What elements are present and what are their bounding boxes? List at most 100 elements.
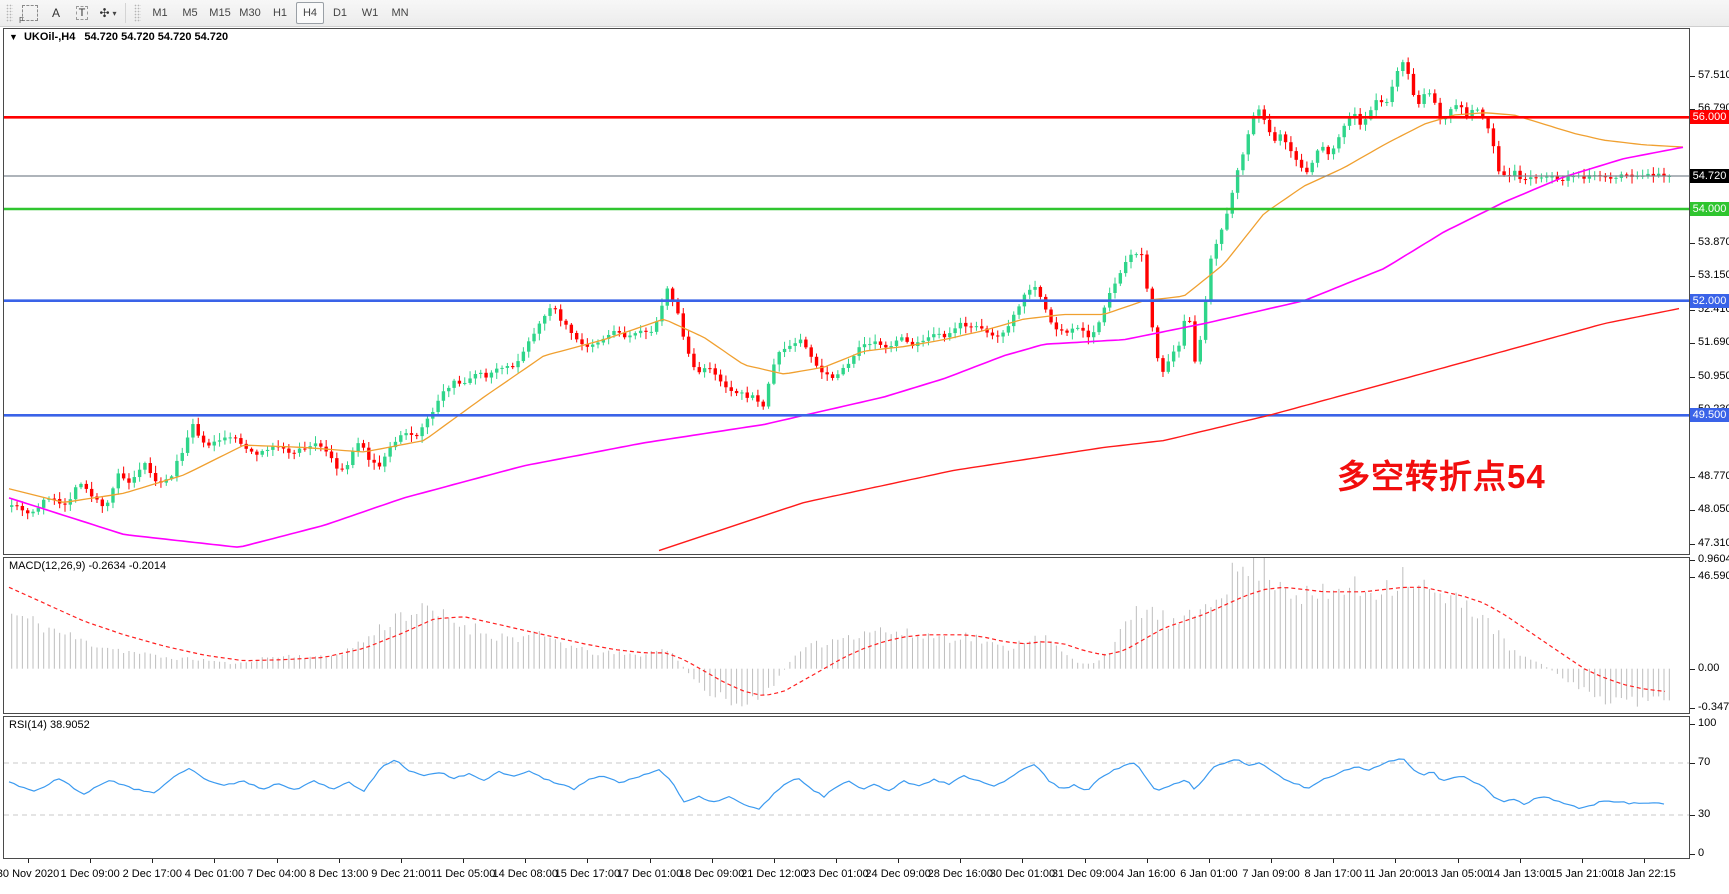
time-axis-label: 11 Dec 05:00 (430, 868, 496, 880)
timeframe-button-m15[interactable]: M15 (209, 7, 231, 19)
axis-tick (1690, 76, 1695, 78)
axis-tick (1690, 275, 1695, 277)
time-axis-label: 1 Dec 09:00 (60, 868, 120, 880)
time-axis-tick (463, 859, 465, 863)
price-axis-label: 47.310 (1698, 536, 1729, 549)
time-axis-label: 23 Dec 01:00 (803, 868, 869, 880)
macd-axis-label: 0.9604 (1698, 553, 1729, 566)
time-axis-tick (525, 859, 527, 863)
time-axis-label: 7 Dec 04:00 (246, 868, 307, 880)
price-axis-label: 57.510 (1698, 69, 1729, 82)
rsi-axis-label: 70 (1698, 756, 1711, 768)
timeframe-button-h1[interactable]: H1 (272, 7, 288, 19)
time-axis-tick (649, 859, 651, 863)
time-axis-tick (400, 859, 402, 863)
shapes-icon: ✣ (99, 6, 110, 20)
chevron-down-icon: ▾ (112, 8, 117, 18)
time-axis-tick (90, 859, 92, 863)
selection-frame-tool-button[interactable]: F (18, 2, 42, 25)
axis-tick (1690, 509, 1695, 511)
price-level-badge-52.000: 52.000 (1690, 293, 1729, 308)
symbol-dropdown-icon[interactable]: ▼ (9, 32, 18, 42)
toolbar-grip[interactable] (6, 4, 13, 22)
axis-tick (1690, 109, 1695, 111)
macd-axis-label: -0.3473 (1698, 700, 1729, 713)
axis-tick (1690, 763, 1695, 764)
price-axis-label: 46.590 (1698, 569, 1729, 582)
time-axis-label: 24 Dec 09:00 (865, 868, 931, 880)
timeframe-button-d1[interactable]: D1 (332, 7, 348, 19)
rsi-indicator-panel[interactable]: RSI(14) 38.9052 (3, 716, 1690, 859)
time-axis-label: 4 Jan 16:00 (1118, 868, 1176, 880)
macd-label: MACD(12,26,9) -0.2634 -0.2014 (9, 560, 167, 572)
time-axis-tick (338, 859, 340, 863)
time-axis-tick (1395, 859, 1397, 863)
selection-frame-icon: F (19, 5, 38, 25)
axis-tick (1690, 476, 1695, 478)
time-axis-tick (836, 859, 837, 863)
time-axis-tick (1519, 859, 1521, 863)
rsi-label: RSI(14) 38.9052 (9, 719, 90, 731)
price-level-badge-56.000: 56.000 (1690, 110, 1729, 125)
time-axis-tick (898, 859, 900, 863)
time-axis-label: 15 Jan 21:00 (1550, 868, 1614, 880)
timeframe-button-h4[interactable]: H4 (296, 2, 324, 24)
time-axis-label: 7 Jan 09:00 (1242, 868, 1300, 880)
time-axis-label: 18 Jan 22:15 (1612, 868, 1676, 880)
candlestick-chart-canvas[interactable] (4, 29, 1689, 554)
toolbar-separator (125, 3, 126, 23)
time-axis-tick (711, 859, 713, 863)
axis-tick (1690, 309, 1695, 311)
price-axis-label: 51.690 (1698, 335, 1729, 348)
time-axis-label: 6 Jan 01:00 (1180, 868, 1238, 880)
price-axis-label: 48.050 (1698, 502, 1729, 515)
main-chart-panel[interactable]: ▼ UKOil-,H4 54.720 54.720 54.720 54.720 (3, 28, 1690, 555)
chart-annotation-text: 多空转折点54 (1337, 458, 1546, 495)
time-axis-tick (1644, 859, 1645, 863)
text-tool-button[interactable]: T (70, 2, 94, 24)
time-axis-label: 9 Dec 21:00 (371, 868, 431, 880)
font-tool-icon: A (51, 6, 60, 20)
time-axis-tick (1333, 859, 1335, 863)
axis-tick (1690, 560, 1695, 562)
time-axis-tick (1271, 859, 1273, 863)
timeframe-button-w1[interactable]: W1 (361, 7, 379, 19)
timeframe-button-m5[interactable]: M5 (182, 7, 198, 19)
axis-tick (1690, 724, 1695, 725)
time-axis-label: 13 Jan 05:00 (1425, 868, 1490, 880)
rsi-axis-label: 0 (1698, 847, 1705, 859)
macd-indicator-panel[interactable]: MACD(12,26,9) -0.2634 -0.2014 (3, 557, 1690, 714)
time-axis-label: 21 Dec 12:00 (741, 868, 807, 880)
font-tool-button[interactable]: A (44, 2, 68, 24)
price-axis[interactable]: 57.51056.79055.33054.59053.87053.15052.4… (1690, 28, 1729, 859)
time-axis-tick (152, 859, 154, 863)
shapes-dropdown-button[interactable]: ✣ ▾ (96, 2, 120, 24)
time-axis-tick (587, 859, 589, 863)
time-axis-label: 28 Dec 16:00 (927, 868, 994, 880)
rsi-axis-label: 30 (1698, 808, 1711, 820)
text-tool-icon: T (75, 6, 89, 20)
time-axis[interactable]: 30 Nov 2020 1 Dec 09:00 2 Dec 17:00 4 Dec 0… (0, 859, 1690, 894)
toolbar-grip[interactable] (134, 4, 141, 22)
axis-tick (1690, 242, 1695, 244)
time-axis-label: 2 Dec 17:00 (122, 868, 182, 880)
macd-chart-canvas[interactable] (4, 558, 1689, 713)
timeframe-button-m30[interactable]: M30 (239, 7, 261, 19)
axis-tick (1690, 668, 1695, 670)
time-axis-tick (28, 859, 29, 863)
timeframe-button-mn[interactable]: MN (391, 7, 409, 19)
time-axis-tick (1457, 859, 1459, 863)
rsi-axis-label: 100 (1698, 717, 1717, 729)
timeframe-button-m1[interactable]: M1 (152, 7, 168, 19)
price-level-badge-54.000: 54.000 (1690, 202, 1729, 216)
time-axis-tick (1208, 859, 1210, 863)
symbol-name: UKOil-,H4 (23, 31, 76, 43)
symbol-quotes: 54.720 54.720 54.720 54.720 (84, 31, 229, 43)
time-axis-label: 8 Dec 13:00 (309, 868, 369, 880)
time-axis-tick (1022, 859, 1024, 863)
price-level-badge-49.500: 49.500 (1690, 408, 1729, 423)
axis-tick (1690, 376, 1695, 378)
price-level-badge-54.720: 54.720 (1690, 168, 1729, 183)
rsi-chart-canvas[interactable] (4, 717, 1689, 858)
time-axis-tick (1084, 859, 1086, 863)
